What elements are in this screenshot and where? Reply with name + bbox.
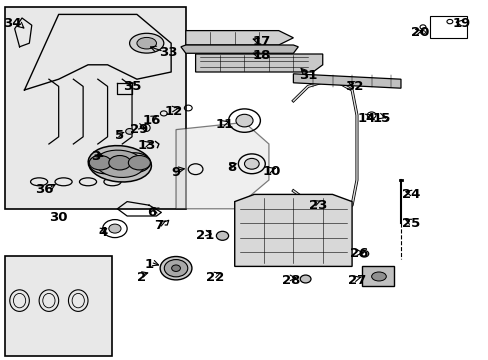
- Text: 11: 11: [215, 118, 234, 131]
- Text: 31: 31: [298, 69, 317, 82]
- Text: 10: 10: [262, 165, 280, 177]
- Text: 24: 24: [401, 188, 419, 201]
- Ellipse shape: [371, 272, 386, 281]
- Text: 25: 25: [401, 217, 419, 230]
- Text: 21: 21: [196, 229, 214, 242]
- Polygon shape: [185, 31, 293, 45]
- Text: 3: 3: [91, 150, 100, 163]
- Text: 26: 26: [349, 247, 368, 260]
- Text: 8: 8: [227, 161, 236, 174]
- Bar: [5, 7, 185, 209]
- Text: 14: 14: [357, 112, 375, 125]
- Text: 32: 32: [345, 80, 363, 93]
- Ellipse shape: [89, 154, 121, 174]
- Ellipse shape: [89, 156, 111, 170]
- Text: 7: 7: [154, 219, 163, 231]
- Ellipse shape: [235, 114, 253, 127]
- Ellipse shape: [300, 275, 310, 283]
- Text: 27: 27: [347, 274, 366, 287]
- Text: 6: 6: [147, 206, 156, 219]
- Ellipse shape: [244, 158, 259, 169]
- Text: 5: 5: [115, 129, 124, 141]
- Text: 1: 1: [144, 258, 153, 271]
- Polygon shape: [195, 54, 322, 72]
- Text: 34: 34: [3, 17, 21, 30]
- Ellipse shape: [108, 224, 121, 233]
- Text: 12: 12: [164, 105, 183, 118]
- Bar: [361, 266, 393, 286]
- Ellipse shape: [88, 145, 151, 182]
- Ellipse shape: [128, 156, 150, 170]
- Ellipse shape: [95, 150, 144, 177]
- Text: 29: 29: [130, 123, 148, 136]
- Text: 15: 15: [371, 112, 390, 125]
- Text: 9: 9: [171, 166, 180, 179]
- Ellipse shape: [125, 129, 133, 134]
- Bar: [429, 16, 466, 38]
- Ellipse shape: [160, 256, 191, 280]
- Polygon shape: [293, 74, 400, 88]
- Text: 4: 4: [98, 226, 107, 239]
- Polygon shape: [176, 122, 268, 209]
- Ellipse shape: [164, 260, 187, 277]
- Ellipse shape: [129, 33, 163, 53]
- Text: 22: 22: [205, 271, 224, 284]
- Text: 17: 17: [252, 35, 270, 48]
- Text: 19: 19: [452, 17, 470, 30]
- Text: 33: 33: [159, 46, 178, 59]
- Text: 2: 2: [137, 271, 146, 284]
- Bar: [5, 256, 112, 356]
- Text: 23: 23: [308, 199, 326, 212]
- Ellipse shape: [108, 156, 130, 170]
- Text: 13: 13: [137, 139, 156, 152]
- Ellipse shape: [118, 153, 150, 173]
- Ellipse shape: [137, 37, 156, 49]
- Text: 35: 35: [122, 80, 141, 93]
- Polygon shape: [234, 194, 351, 266]
- Text: 16: 16: [142, 114, 161, 127]
- Ellipse shape: [171, 265, 180, 271]
- Text: 20: 20: [410, 26, 429, 39]
- Text: 36: 36: [35, 183, 53, 195]
- Text: 18: 18: [252, 49, 270, 62]
- Text: 30: 30: [49, 211, 68, 224]
- Ellipse shape: [216, 231, 228, 240]
- Text: 28: 28: [281, 274, 300, 287]
- Polygon shape: [181, 45, 298, 53]
